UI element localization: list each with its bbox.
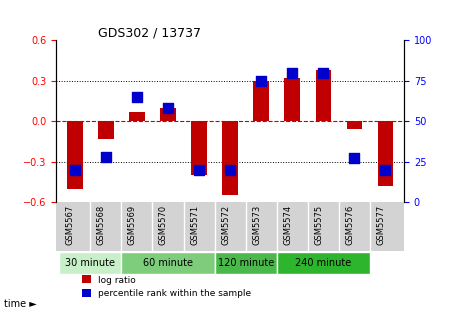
Point [382, 167, 389, 172]
Legend: log ratio, percentile rank within the sample: log ratio, percentile rank within the sa… [78, 272, 255, 302]
Text: GSM5576: GSM5576 [345, 204, 354, 245]
Text: 120 minute: 120 minute [217, 258, 274, 268]
Text: 240 minute: 240 minute [295, 258, 352, 268]
Text: GSM5571: GSM5571 [190, 204, 199, 245]
Point [351, 156, 358, 161]
Point [289, 70, 296, 75]
Bar [160, 108, 176, 121]
FancyBboxPatch shape [215, 252, 277, 274]
Point [320, 70, 327, 75]
Bar [191, 121, 207, 175]
Bar [98, 121, 114, 139]
Text: GSM5572: GSM5572 [221, 204, 230, 245]
Text: GSM5577: GSM5577 [376, 204, 385, 245]
FancyBboxPatch shape [121, 252, 215, 274]
Bar [378, 121, 393, 186]
FancyBboxPatch shape [277, 252, 370, 274]
Text: GSM5575: GSM5575 [314, 204, 323, 245]
Text: GSM5573: GSM5573 [252, 204, 261, 245]
Point [164, 106, 172, 111]
Text: GDS302 / 13737: GDS302 / 13737 [98, 26, 201, 39]
Bar [67, 121, 83, 188]
Text: GSM5574: GSM5574 [283, 204, 292, 245]
Point [258, 78, 265, 83]
Text: GSM5569: GSM5569 [128, 204, 137, 245]
Text: 30 minute: 30 minute [65, 258, 115, 268]
Text: GSM5567: GSM5567 [66, 204, 75, 245]
Text: 60 minute: 60 minute [143, 258, 193, 268]
Bar [316, 70, 331, 121]
Text: time ►: time ► [4, 299, 37, 309]
Point [195, 167, 202, 172]
Point [133, 94, 141, 99]
FancyBboxPatch shape [59, 252, 121, 274]
Bar [347, 121, 362, 129]
Bar [129, 112, 145, 121]
Bar [222, 121, 238, 195]
Point [226, 167, 233, 172]
Point [102, 154, 110, 160]
Bar [253, 81, 269, 121]
Text: GSM5570: GSM5570 [159, 204, 168, 245]
Text: GSM5568: GSM5568 [97, 204, 106, 245]
Point [71, 167, 79, 172]
Bar [285, 78, 300, 121]
